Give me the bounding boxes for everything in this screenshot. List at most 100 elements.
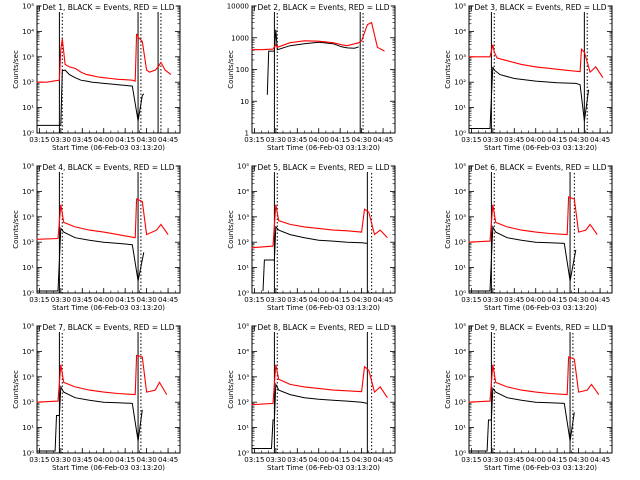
series-events-line [36, 385, 143, 452]
series-lld-line [468, 356, 600, 403]
title-backing [473, 163, 608, 172]
title-backing [473, 323, 608, 332]
y-tick-label: 10⁵ [454, 163, 466, 171]
y-tick-label: 10⁰ [22, 130, 34, 138]
y-tick-label: 10⁴ [454, 188, 466, 196]
y-tick-label: 1000 [231, 34, 249, 42]
y-tick-label: 10² [454, 79, 466, 87]
y-tick-label: 10¹ [237, 424, 249, 432]
y-axis-label: Counts/sec [12, 370, 20, 409]
y-tick-label: 10⁰ [237, 290, 249, 298]
series-lld-line [251, 21, 385, 52]
y-tick-label: 10¹ [454, 264, 466, 272]
x-tick-label: 03:45 [72, 296, 92, 304]
x-tick-label: 04:45 [590, 456, 610, 464]
y-tick-label: 10⁰ [454, 130, 466, 138]
y-tick-label: 10¹ [454, 104, 466, 112]
x-tick-label: 03:45 [504, 456, 524, 464]
x-tick-label: 03:30 [266, 456, 286, 464]
x-tick-label: 04:30 [137, 296, 157, 304]
x-tick-label: 04:30 [352, 136, 372, 144]
title-backing [256, 3, 391, 12]
x-tick-label: 03:15 [461, 136, 481, 144]
y-tick-label: 10⁵ [22, 323, 34, 331]
y-tick-label: 10⁵ [454, 3, 466, 11]
x-tick-label: 04:30 [352, 296, 372, 304]
x-tick-label: 04:30 [569, 456, 589, 464]
series-lld-line [36, 33, 172, 83]
series-lld-line [468, 196, 598, 243]
x-tick-label: 03:15 [29, 296, 49, 304]
x-axis-label: Start Time (06-Feb-03 03:13:20) [267, 144, 380, 152]
x-tick-label: 04:30 [137, 456, 157, 464]
y-tick-label: 10⁵ [237, 323, 249, 331]
y-tick-label: 10000 [227, 3, 249, 11]
y-tick-label: 10¹ [22, 104, 34, 112]
series-lld-line [251, 364, 388, 406]
y-tick-label: 10¹ [22, 264, 34, 272]
x-tick-label: 03:45 [72, 136, 92, 144]
y-tick-label: 10⁰ [237, 450, 249, 458]
x-tick-label: 04:30 [352, 456, 372, 464]
x-tick-label: 04:15 [115, 456, 135, 464]
y-tick-label: 10³ [22, 53, 34, 61]
panel-title: Det 7, BLACK = Events, RED = LLD [42, 323, 174, 332]
x-tick-label: 04:45 [158, 296, 178, 304]
title-backing [473, 3, 608, 12]
x-tick-label: 04:30 [569, 136, 589, 144]
x-tick-label: 03:45 [287, 136, 307, 144]
x-tick-label: 04:15 [115, 136, 135, 144]
x-tick-label: 03:45 [72, 456, 92, 464]
panel-title: Det 1, BLACK = Events, RED = LLD [42, 3, 174, 12]
y-tick-label: 10⁰ [454, 290, 466, 298]
x-tick-label: 03:30 [266, 136, 286, 144]
x-tick-label: 04:30 [569, 296, 589, 304]
x-tick-label: 03:15 [29, 136, 49, 144]
y-tick-label: 10⁰ [22, 290, 34, 298]
x-axis-label: Start Time (06-Feb-03 03:13:20) [484, 304, 597, 312]
x-tick-label: 03:15 [244, 456, 264, 464]
y-tick-label: 10⁵ [454, 323, 466, 331]
y-tick-label: 10⁴ [22, 28, 34, 36]
panel-title: Det 9, BLACK = Events, RED = LLD [474, 323, 606, 332]
x-tick-label: 04:00 [526, 296, 546, 304]
y-axis-label: Counts/sec [227, 50, 235, 89]
x-tick-label: 03:45 [287, 456, 307, 464]
series-lld-line [468, 44, 604, 79]
panel-det-2: 1 10 100 1000 10000 03:15 03:30 03:45 04:00 04:15… [227, 3, 396, 152]
series-events-line [468, 66, 590, 129]
panel-title: Det 6, BLACK = Events, RED = LLD [474, 163, 606, 172]
y-tick-label: 10³ [22, 373, 34, 381]
x-tick-label: 03:30 [51, 136, 71, 144]
y-tick-label: 10² [22, 79, 34, 87]
y-tick-label: 10⁴ [454, 28, 466, 36]
panel-title: Det 4, BLACK = Events, RED = LLD [42, 163, 174, 172]
series-events-line [468, 225, 577, 292]
x-tick-label: 04:15 [115, 296, 135, 304]
y-tick-label: 10⁴ [237, 348, 249, 356]
x-tick-label: 04:15 [330, 296, 350, 304]
series-events-line [36, 69, 145, 126]
title-backing [41, 3, 176, 12]
x-axis-label: Start Time (06-Feb-03 03:13:20) [52, 464, 165, 472]
y-tick-label: 10⁴ [22, 348, 34, 356]
y-axis-label: Counts/sec [227, 370, 235, 409]
plot-frame [251, 5, 396, 134]
x-tick-label: 04:00 [309, 296, 329, 304]
y-tick-label: 10³ [454, 213, 466, 221]
panel-title: Det 8, BLACK = Events, RED = LLD [257, 323, 389, 332]
x-tick-label: 03:15 [244, 136, 264, 144]
y-tick-label: 10² [22, 399, 34, 407]
x-tick-label: 03:30 [483, 136, 503, 144]
x-tick-label: 04:30 [137, 136, 157, 144]
x-tick-label: 04:45 [373, 296, 393, 304]
x-tick-label: 04:15 [330, 456, 350, 464]
x-tick-label: 04:00 [309, 136, 329, 144]
panel-title: Det 5, BLACK = Events, RED = LLD [257, 163, 389, 172]
series-lld-line [251, 204, 388, 249]
y-tick-label: 10 [240, 98, 249, 106]
x-tick-label: 03:15 [461, 296, 481, 304]
